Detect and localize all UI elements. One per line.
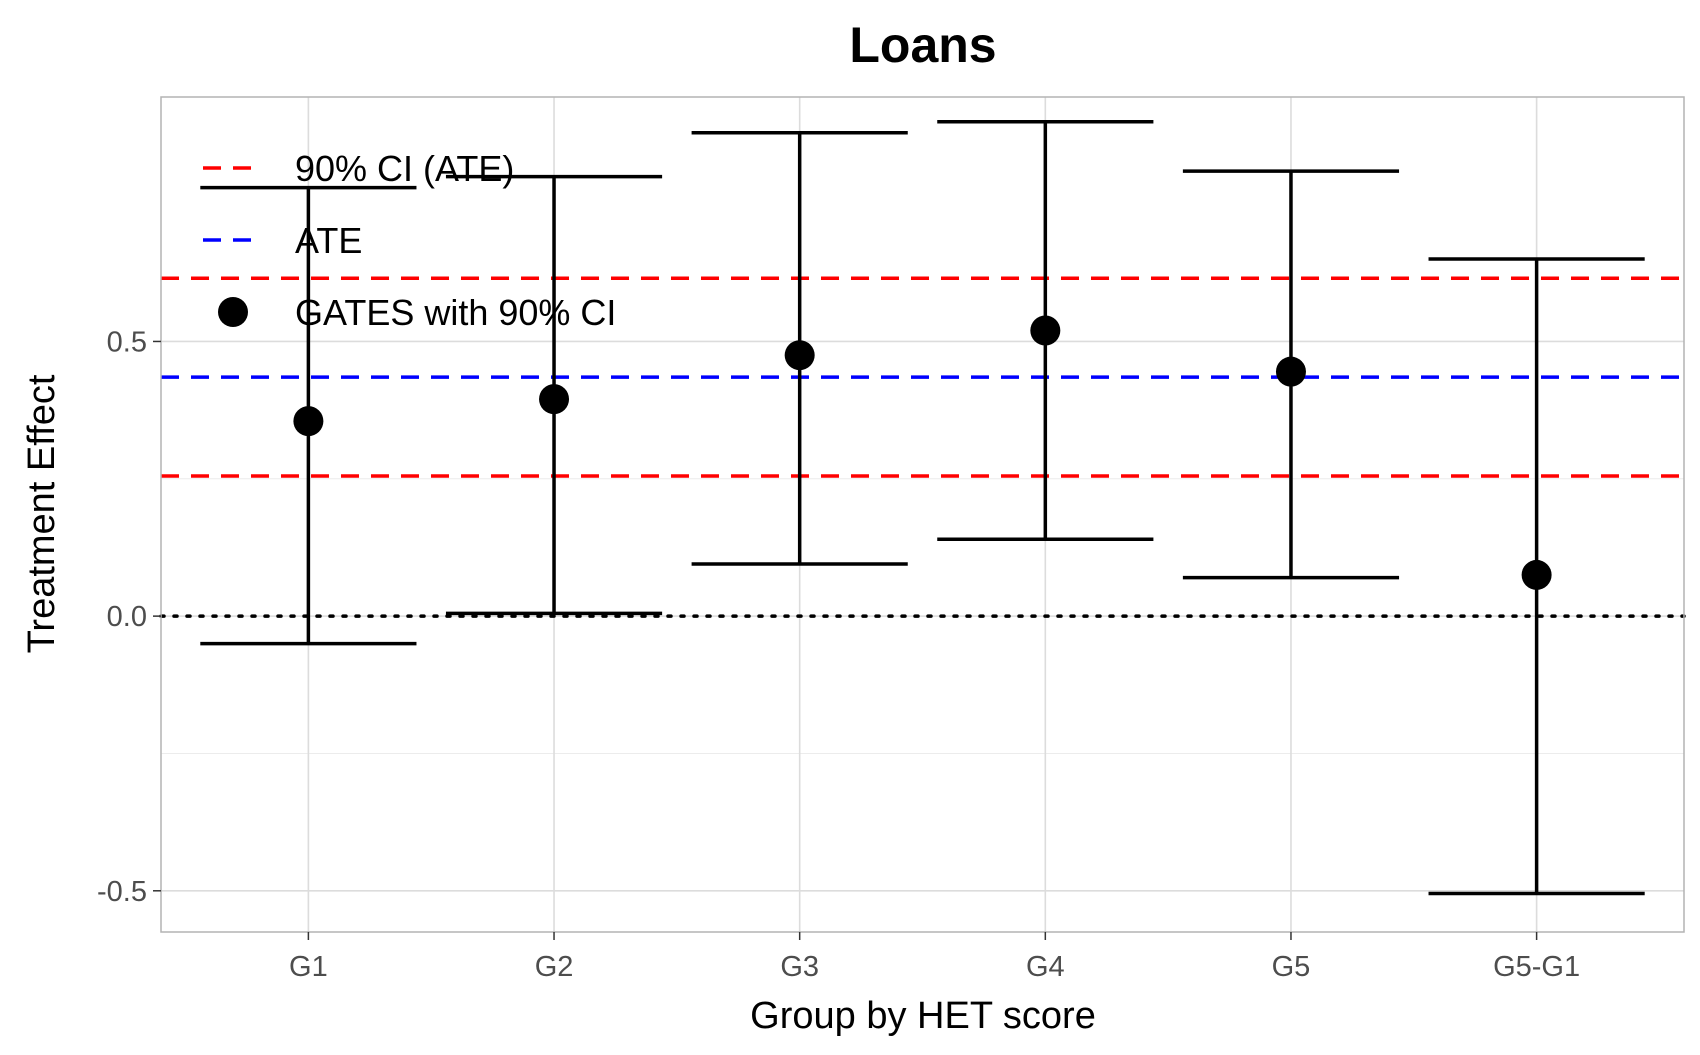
gates-group-G1 <box>200 185 417 646</box>
grid-lines <box>161 97 1684 932</box>
gates-point-G4 <box>1030 315 1061 346</box>
plot-panel-border <box>160 96 1685 933</box>
y-tick-label-2: -0.5 <box>97 876 147 908</box>
gates-group-G3 <box>691 130 908 566</box>
x-tick-label-G3: G3 <box>780 951 819 983</box>
gates-point-G5 <box>1275 356 1306 387</box>
legend-label-2: GATES with 90% CI <box>295 292 616 333</box>
reference-lines <box>159 276 1686 618</box>
x-tick-label-G4: G4 <box>1026 951 1065 983</box>
x-tick-label-G2: G2 <box>535 951 574 983</box>
data-points <box>200 119 1645 896</box>
x-tick-label-G5: G5 <box>1272 951 1311 983</box>
gates-point-G1 <box>293 406 324 437</box>
y-axis-title: Treatment Effect <box>21 374 63 653</box>
x-tick-label-G5-G1: G5-G1 <box>1493 951 1580 983</box>
gates-group-G5 <box>1182 169 1400 580</box>
chart-title: Loans <box>849 17 996 73</box>
y-tick-label-1: 0.0 <box>107 601 147 633</box>
legend-key-point-2 <box>218 297 248 327</box>
y-tick-label-0: 0.5 <box>107 326 147 358</box>
x-axis-ticks: G1 G2 G3 G4 G5 G5-G1 <box>289 932 1580 983</box>
gates-point-G2 <box>539 384 570 415</box>
legend-entry-0: 90% CI (ATE) <box>203 148 514 189</box>
gates-group-G4 <box>937 119 1154 541</box>
y-axis-ticks: 0.5 0.0 -0.5 <box>97 326 161 908</box>
x-tick-label-G1: G1 <box>289 951 328 983</box>
x-axis-title: Group by HET score <box>750 995 1096 1037</box>
legend: 90% CI (ATE) ATE GATES with 90% CI <box>203 148 616 333</box>
gates-point-G3 <box>784 340 815 371</box>
legend-entry-1: ATE <box>203 220 362 261</box>
gates-group-G2 <box>445 174 663 616</box>
gates-point-G5-G1 <box>1521 559 1552 590</box>
gates-group-G5-G1 <box>1428 257 1645 896</box>
legend-label-0: 90% CI (ATE) <box>295 148 514 189</box>
legend-entry-2: GATES with 90% CI <box>218 292 616 333</box>
legend-label-1: ATE <box>295 220 362 261</box>
